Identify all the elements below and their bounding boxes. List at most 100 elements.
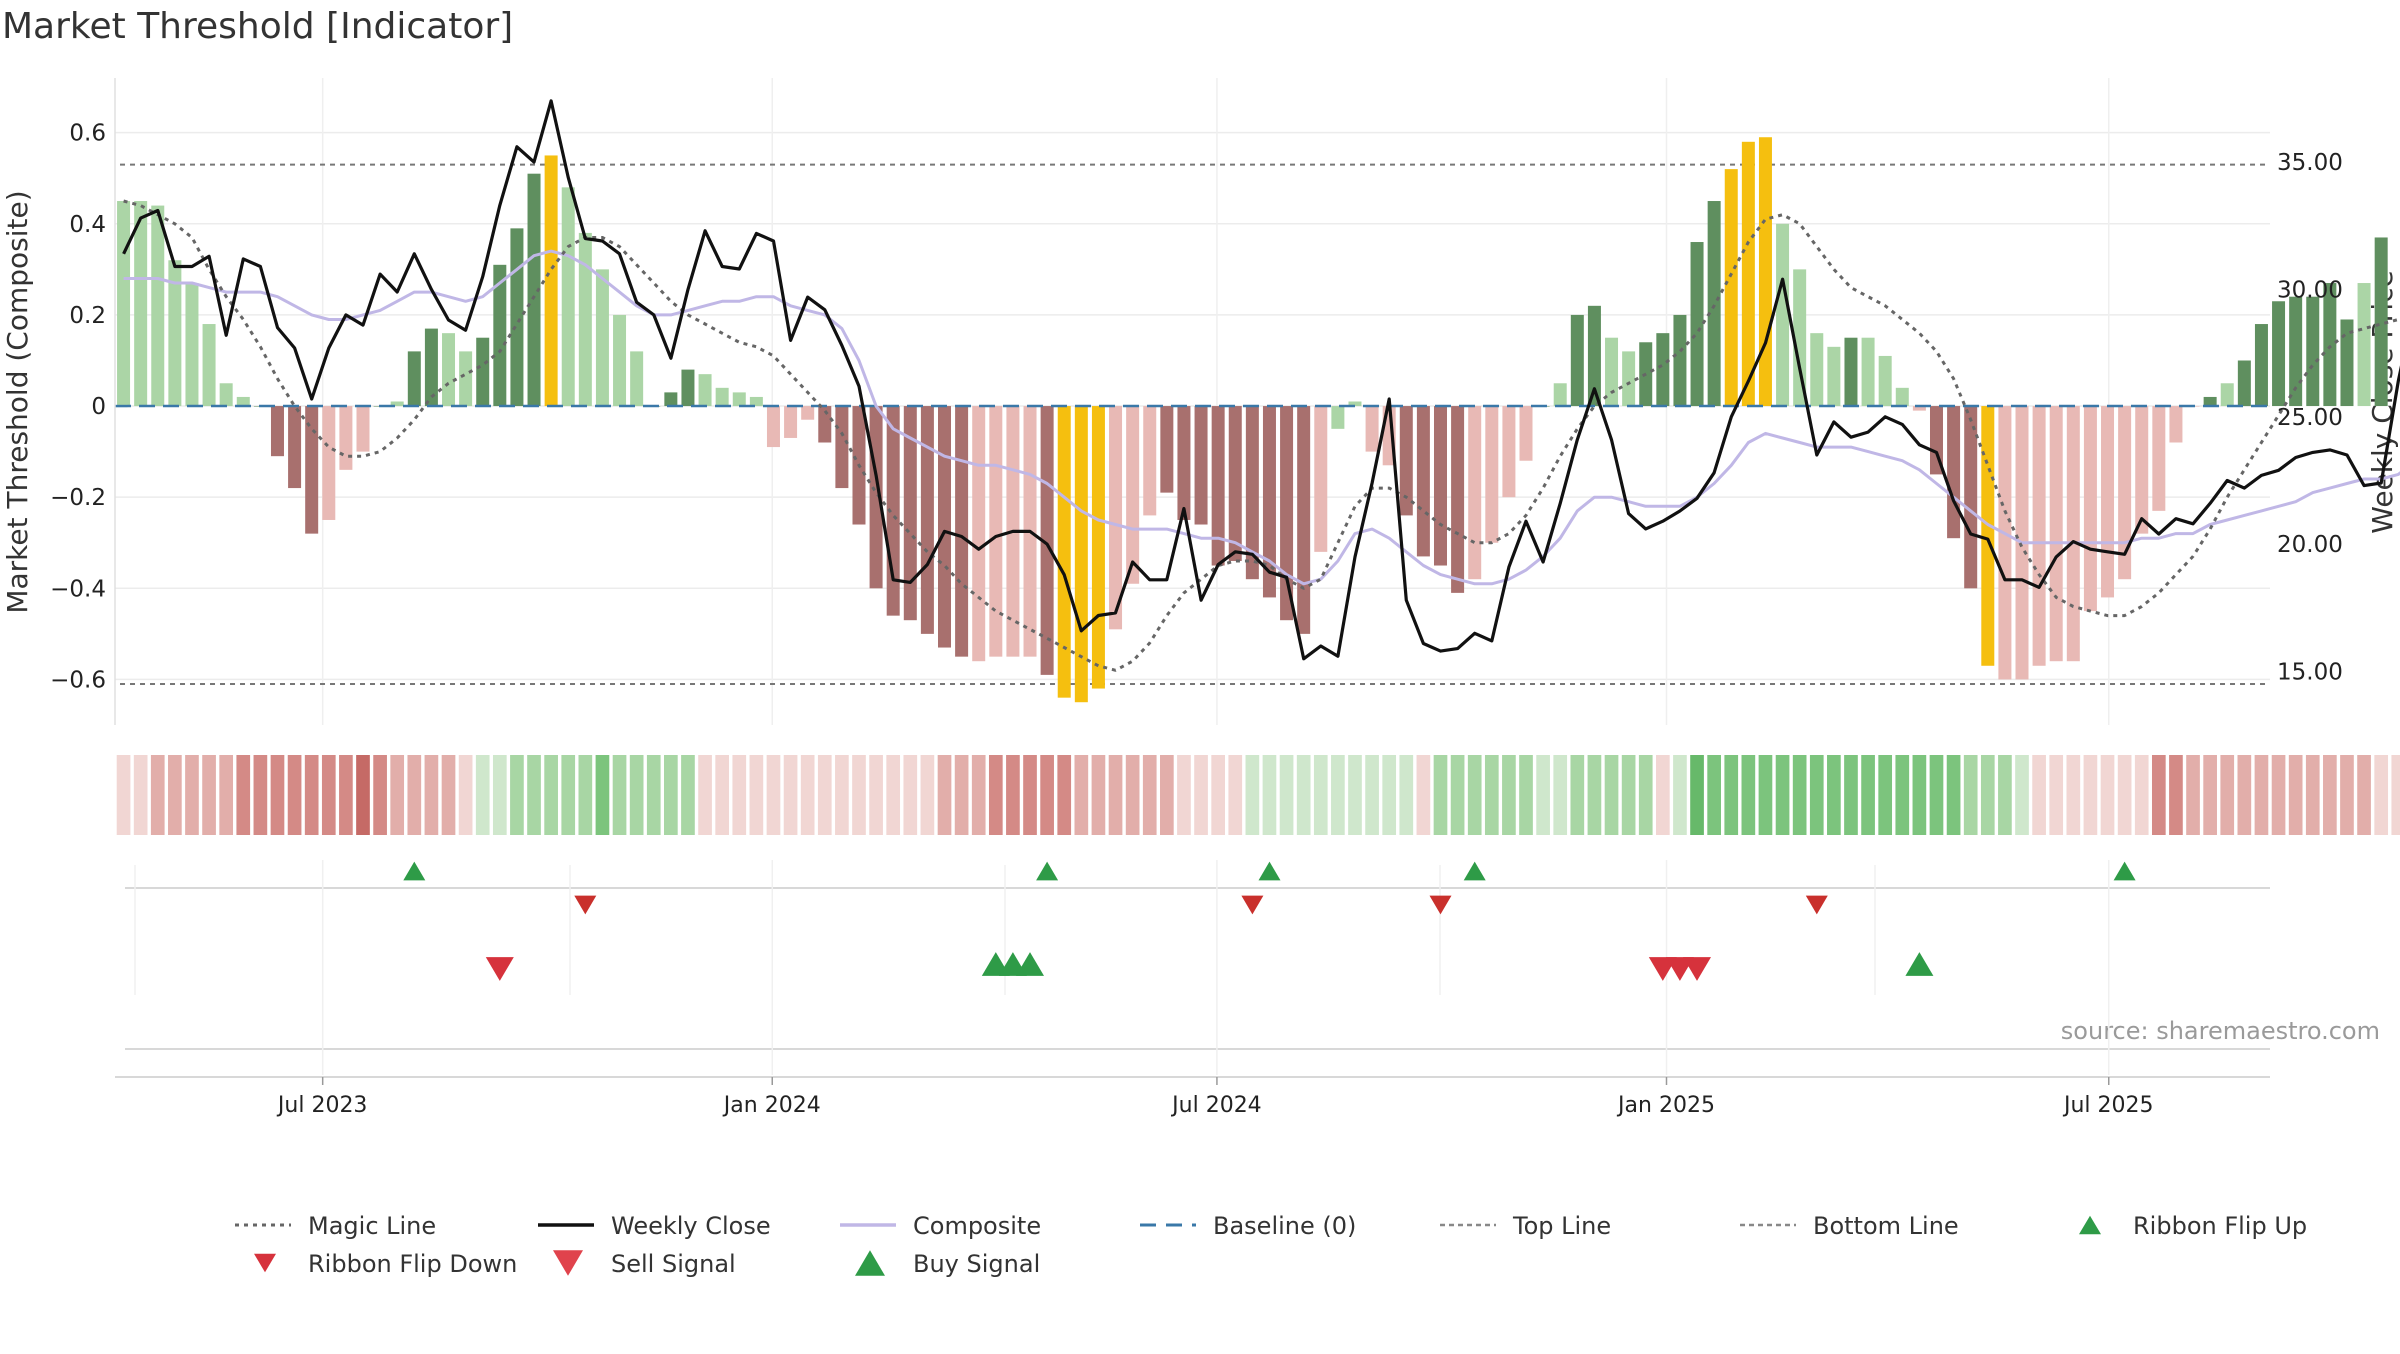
ribbon-cell (1365, 755, 1379, 835)
y-tick-label: −0.6 (50, 667, 106, 693)
composite-bar (2220, 383, 2234, 407)
ribbon-cell (270, 755, 285, 835)
ribbon-cell (2100, 755, 2115, 835)
ribbon-cell (287, 755, 302, 835)
composite-bar (1861, 337, 1875, 407)
buy-signal-marker (1905, 952, 1934, 976)
ribbon-cell (253, 755, 268, 835)
composite-bar (578, 232, 592, 407)
composite-bar (1793, 269, 1807, 407)
ribbon-flip-up-marker (1258, 861, 1281, 881)
composite-bar (510, 228, 524, 407)
weekly-close-line (122, 99, 2400, 661)
ribbon-cell (424, 755, 439, 835)
composite-bar (2049, 406, 2063, 662)
ribbon-cell (150, 755, 165, 835)
composite-bar (2340, 319, 2354, 407)
ribbon-cell (1570, 755, 1585, 835)
ribbon-cell (1279, 755, 1294, 835)
composite-bar (1468, 406, 1482, 580)
ribbon-cell (2049, 755, 2064, 835)
ribbon-cell (852, 755, 866, 835)
ribbon-cell (339, 755, 353, 835)
composite-bar (2357, 283, 2371, 407)
legend-label: Composite (913, 1212, 1041, 1240)
ribbon-cell (664, 755, 678, 835)
composite-bar (595, 269, 609, 407)
composite-bar (339, 406, 353, 470)
composite-bar (715, 387, 729, 407)
composite-line (123, 249, 2400, 586)
composite-bar (903, 406, 917, 621)
composite-bar (390, 401, 404, 407)
composite-bar (476, 337, 490, 407)
x-tick-label: Jul 2023 (276, 1093, 368, 1118)
composite-bar (920, 406, 934, 634)
ribbon-cell (2066, 755, 2081, 835)
ribbon-cell (219, 755, 234, 835)
ribbon-cell (698, 755, 712, 835)
y-tick-label: 0 (91, 394, 106, 420)
ribbon-cell (2203, 755, 2217, 835)
composite-bar (1365, 406, 1379, 452)
grid-layer (115, 78, 2270, 725)
sell-signal-marker (485, 957, 514, 981)
composite-bar (1160, 406, 1174, 493)
composite-bar (2374, 237, 2388, 407)
ribbon-cell (800, 755, 815, 835)
ribbon-cell (1108, 755, 1123, 835)
ribbon-cell (1844, 755, 1858, 835)
ribbon-cell (869, 755, 883, 835)
ribbon-cell (116, 755, 131, 835)
x-tick-label: Jul 2024 (1170, 1093, 1262, 1118)
ribbon-cell (390, 755, 405, 835)
ribbon-cell (1262, 755, 1277, 835)
composite-bar (2323, 283, 2337, 407)
ribbon-cell (1519, 755, 1533, 835)
ribbon-cell (1142, 755, 1157, 835)
composite-bar (134, 201, 148, 407)
legend-label: Weekly Close (611, 1212, 771, 1240)
ribbon-cell (1040, 755, 1054, 835)
ribbon-cell (2374, 755, 2389, 835)
composite-bar (1776, 223, 1790, 407)
ribbon-cell (1416, 755, 1431, 835)
composite-bar (2254, 324, 2268, 407)
composite-bar (938, 406, 952, 648)
composite-bar (1143, 406, 1157, 516)
ribbon-cell (1655, 755, 1670, 835)
ribbon-cell (1348, 755, 1362, 835)
ribbon-cell (1006, 755, 1020, 835)
ribbon-cell (732, 755, 747, 835)
y-tick-label: −0.4 (50, 576, 106, 602)
ribbon-flip-down-marker (1805, 895, 1828, 915)
composite-bar (561, 187, 575, 407)
ribbon-cell (2186, 755, 2200, 835)
composite-bar (732, 392, 746, 407)
buy-signal-marker (1016, 952, 1044, 976)
ribbon-cell (527, 755, 541, 835)
composite-bar (322, 406, 336, 520)
ribbon-cell (1160, 755, 1174, 835)
ribbon-cell (1091, 755, 1106, 835)
composite-bar (2101, 406, 2115, 598)
composite-bar (270, 406, 284, 457)
ribbon-cell (903, 755, 918, 835)
ribbon-cell (1502, 755, 1516, 835)
ribbon-flip-up-marker (1036, 861, 1059, 881)
legend-item: Baseline (0) (1140, 1212, 1356, 1240)
composite-bar (202, 324, 216, 407)
ribbon-cell (1467, 755, 1482, 835)
legend-label: Magic Line (308, 1212, 436, 1240)
ribbon-cell (1450, 755, 1465, 835)
ribbon-cell (1946, 755, 1961, 835)
composite-bar (1724, 169, 1738, 407)
source-credit: source: sharemaestro.com (2061, 1017, 2380, 1045)
ribbon-cell (1690, 755, 1704, 835)
ribbon-cell (2254, 755, 2269, 835)
y-tick-label: 0.6 (69, 121, 106, 147)
composite-bar (168, 260, 182, 407)
axes: 0.6 0.4 0.2 0 −0.2 −0.4 −0.6 35.00 30.00 25.00 20.… (50, 78, 2343, 725)
ribbon-cell (595, 755, 610, 835)
composite-bar (1451, 406, 1465, 593)
